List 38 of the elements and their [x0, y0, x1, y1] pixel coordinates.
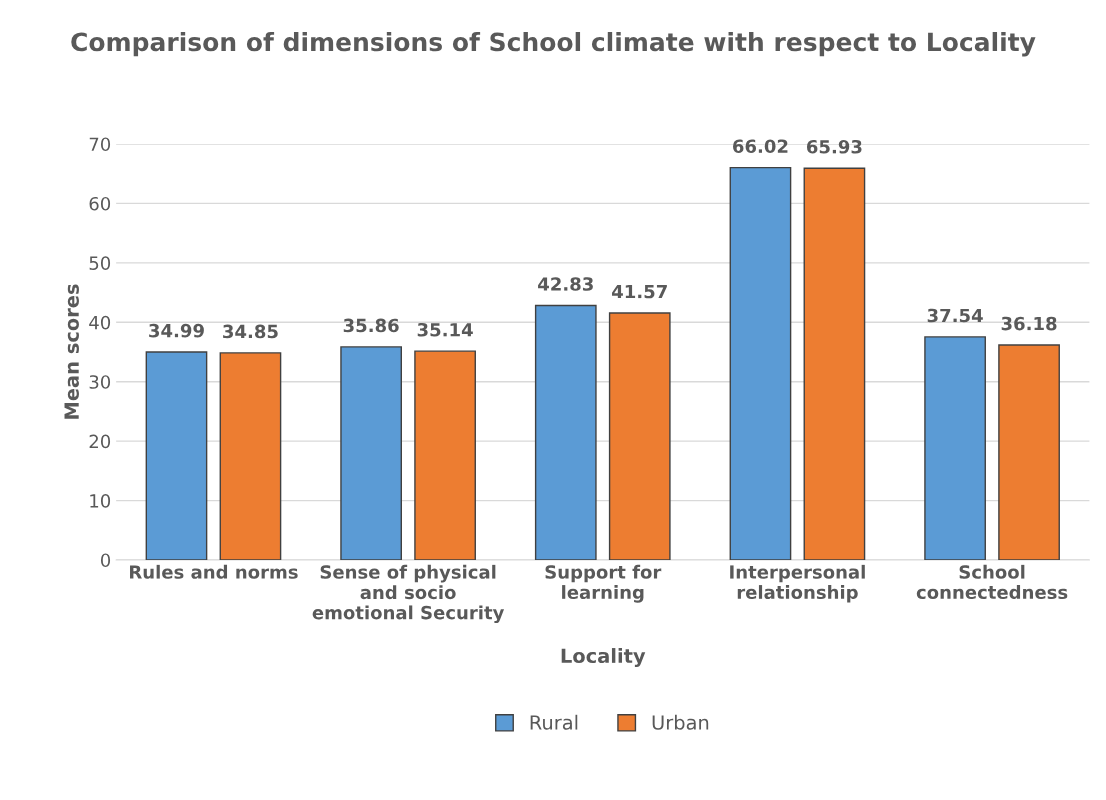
bar [803, 167, 866, 560]
data-label: 36.18 [1001, 316, 1057, 331]
y-tick-label: 10 [90, 494, 111, 508]
chart-title: Comparison of dimensions of School climate with respect to Locality [71, 32, 1036, 57]
data-label: 34.99 [149, 323, 204, 338]
bar [414, 350, 476, 560]
bar [340, 346, 402, 560]
legend-label: Urban [652, 714, 709, 730]
y-tick-label: 40 [89, 315, 111, 330]
bar [998, 344, 1060, 560]
data-label: 34.85 [223, 324, 278, 339]
x-tick-label: Sense of physical and socio emotional Security [312, 564, 505, 624]
data-label: 37.54 [927, 308, 983, 323]
data-label: 42.83 [538, 277, 593, 291]
y-tick-label: 20 [89, 434, 111, 449]
bar [608, 312, 671, 560]
x-axis-title: Locality [561, 648, 646, 668]
y-tick-label: 0 [100, 553, 111, 568]
data-label: 35.86 [343, 318, 399, 333]
data-label: 65.93 [806, 139, 862, 154]
y-tick-label: 60 [89, 196, 111, 211]
bar [145, 351, 208, 560]
bar [729, 166, 792, 560]
bar [219, 352, 282, 560]
data-label: 66.02 [733, 139, 788, 154]
x-tick-label: School connectedness [916, 564, 1068, 600]
x-tick-label: Interpersonal relationship [730, 564, 865, 603]
data-label: 41.57 [612, 284, 667, 299]
y-tick-label: 30 [89, 375, 111, 389]
y-tick-label: 70 [89, 137, 111, 152]
x-tick-label: Support for learning [545, 564, 662, 603]
bar [924, 336, 986, 560]
bar [534, 304, 597, 560]
y-tick-label: 50 [89, 256, 111, 270]
y-axis-title: Mean scores [64, 284, 79, 419]
legend-label: Rural [530, 714, 578, 730]
x-tick-label: Rules and norms [130, 564, 298, 579]
data-label: 35.14 [417, 322, 473, 337]
